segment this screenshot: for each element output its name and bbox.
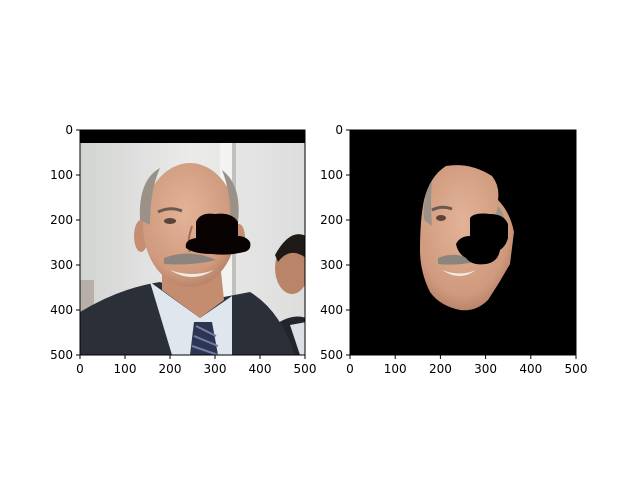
right-xtick-label: 0	[346, 362, 354, 376]
right-xtick-label: 500	[565, 362, 588, 376]
right-xtick-label: 200	[429, 362, 452, 376]
right-ytick-label: 400	[320, 303, 343, 317]
left-xtick-label: 0	[76, 362, 84, 376]
left-xtick-label: 300	[204, 362, 227, 376]
left-ytick-label: 200	[50, 213, 73, 227]
left-image	[80, 130, 305, 355]
right-xtick-label: 300	[474, 362, 497, 376]
left-axes-frame	[79, 129, 306, 356]
left-ytick-label: 400	[50, 303, 73, 317]
left-ytick-label: 300	[50, 258, 73, 272]
left-xtick-label: 400	[249, 362, 272, 376]
right-ytick-label: 100	[320, 168, 343, 182]
left-xtick-label: 500	[294, 362, 317, 376]
left-ytick-label: 0	[65, 123, 73, 137]
right-xtick-label: 400	[519, 362, 542, 376]
left-ytick-label: 100	[50, 168, 73, 182]
left-ytick-label: 500	[50, 348, 73, 362]
right-axes-frame	[349, 129, 577, 356]
right-ytick-label: 200	[320, 213, 343, 227]
left-xtick-label: 200	[159, 362, 182, 376]
left-xtick-label: 100	[114, 362, 137, 376]
right-ytick-label: 300	[320, 258, 343, 272]
right-xtick-label: 100	[384, 362, 407, 376]
right-ytick-label: 500	[320, 348, 343, 362]
right-ytick-label: 0	[335, 123, 343, 137]
right-image	[350, 130, 576, 355]
